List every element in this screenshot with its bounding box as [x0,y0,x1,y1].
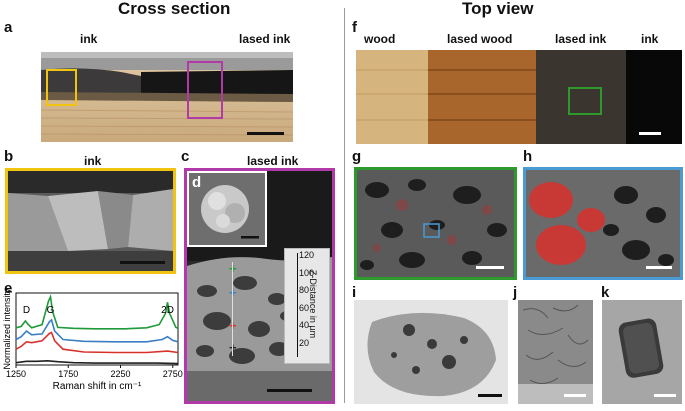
panel-j-scale-bar [564,394,586,397]
z-axis-ticks: 120 100 80 60 40 20 [299,250,315,349]
panel-j-letter: j [513,284,518,301]
panel-h-image [526,170,680,277]
panel-b-ink-label: ink [84,154,102,168]
series-line-black [15,359,179,365]
panel-a-lased-ink-label: lased ink [239,32,291,46]
peak-label: 2D [161,305,174,316]
panel-f-wood-label: wood [364,32,396,46]
chart-frame [15,292,179,366]
panel-b-scale-bar [120,261,165,264]
panel-i-scale-bar [478,394,502,397]
panel-k-letter: k [601,284,610,301]
x-axis-label: Raman shift in cm⁻¹ [53,381,142,392]
z-tick: 20 [299,337,310,348]
panel-e-letter: e [4,280,13,297]
x-tick-label: 1250 [6,369,26,379]
x-tick-label: 2250 [111,369,131,379]
panel-k-tem [602,300,682,404]
panel-a-micrograph [41,52,293,142]
panel-f-photo [356,50,682,144]
z-tick: 40 [299,320,310,331]
y-axis-label: Normalized intensity [2,288,12,370]
panel-a-scale-bar [247,132,284,135]
z-axis-label: Z-Distance in µm [308,269,318,339]
panel-k-image [602,300,682,404]
cross-section-heading: Cross section [118,0,231,18]
z-tick: 120 [299,250,315,260]
panel-f-ink-label: ink [641,32,659,46]
panel-d-image [189,173,265,245]
series-line-green [15,293,179,330]
panel-f-image [356,50,682,144]
panel-d-inset [187,171,267,247]
raman-chart: 1250 1750 2250 2750 D G 2D Raman shift in cm⁻¹ N… [2,288,183,392]
panel-j-image [518,300,593,404]
peak-label: G [47,305,55,316]
x-tick-label: 2750 [163,369,183,379]
panel-g-scale-bar [476,266,504,269]
panel-d-letter: d [192,174,202,191]
series-line-blue [15,318,179,343]
panel-h-micrograph [523,167,683,280]
panel-a-yellow-box [46,69,77,106]
panel-f-lased-ink-label: lased ink [555,32,607,46]
z-tick: 100 [299,267,315,278]
panel-g-image [357,170,514,277]
panel-k-scale-bar [654,394,676,397]
panel-b-image [8,171,173,271]
panel-f-scale-bar [639,132,661,135]
panel-c-lased-ink-label: lased ink [247,154,299,168]
panel-g-letter: g [352,148,362,165]
panel-i-image [354,300,508,404]
panel-a-ink-label: ink [80,32,98,46]
panel-a-letter: a [4,19,13,36]
panel-a-magenta-box [187,61,223,119]
top-view-heading: Top view [462,0,534,18]
panel-c-scale-bar [267,389,312,392]
panel-j-tem [518,300,593,404]
panel-b-micrograph [5,168,176,274]
panel-f-letter: f [352,19,357,36]
section-divider [344,8,345,403]
panel-c-letter: c [181,148,190,165]
panel-b-letter: b [4,148,14,165]
panel-h-scale-bar [646,266,672,269]
panel-g-blue-box [423,223,440,238]
z-tick: 80 [299,285,310,296]
panel-a-image [41,52,293,142]
panel-f-green-box [568,87,602,115]
panel-i-letter: i [352,284,357,301]
z-tick: 60 [299,302,310,313]
panel-f-lased-wood-label: lased wood [447,32,513,46]
z-axis-line [297,253,298,357]
z-axis-box [284,248,330,364]
depth-line [232,262,233,356]
panel-i-tem [354,300,508,404]
x-tick-label: 1750 [58,369,78,379]
peak-label: D [23,305,30,316]
panel-g-micrograph [354,167,517,280]
series-line-red [15,331,179,354]
panel-h-letter: h [523,148,533,165]
